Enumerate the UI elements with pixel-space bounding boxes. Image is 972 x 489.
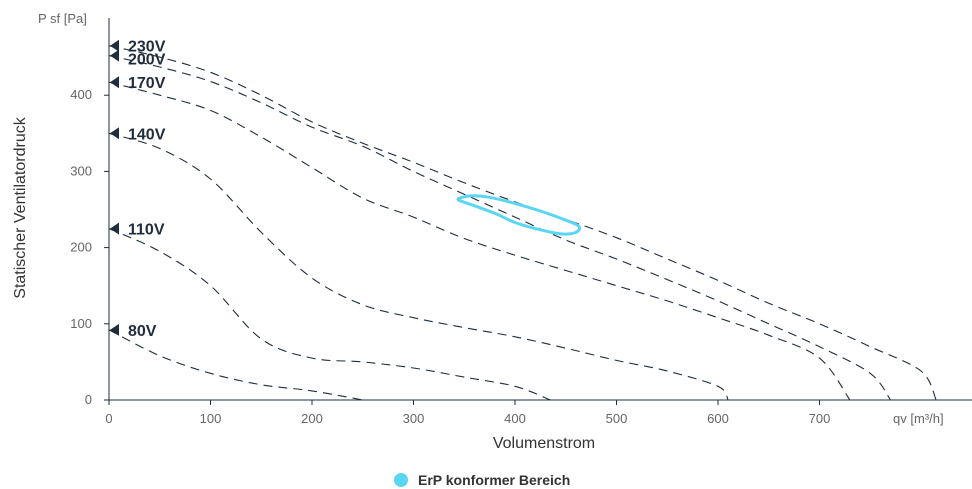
- x-tick-label: 500: [606, 411, 628, 426]
- y-tick-label: 300: [70, 163, 92, 178]
- voltage-label-110v: 110V: [128, 222, 165, 239]
- x-tick-label: 0: [105, 411, 112, 426]
- curve-marker-200v: [110, 49, 119, 62]
- curve-110v: [108, 228, 551, 401]
- x-tick-label: 400: [504, 411, 526, 426]
- y-axis-title: Statischer Ventilatordruck: [12, 116, 29, 298]
- axes-group: [108, 18, 972, 401]
- legend[interactable]: ErP konformer Bereich: [394, 472, 570, 488]
- curve-80v: [108, 329, 363, 401]
- curve-200v: [108, 55, 891, 401]
- legend-erp-label: ErP konformer Bereich: [418, 472, 570, 488]
- x-tick-label: 700: [809, 411, 831, 426]
- x-tick-label: 300: [403, 411, 425, 426]
- curve-marker-170v: [110, 76, 119, 89]
- voltage-label-200v: 200V: [128, 52, 166, 69]
- y-tick-label: 0: [85, 392, 92, 407]
- curve-170v: [108, 81, 851, 401]
- curve-marker-80v: [110, 323, 119, 336]
- x-tick-label: 100: [200, 411, 222, 426]
- y-tick-label: 200: [70, 240, 92, 255]
- x-ticks-group: 0 100 200 300 400 500 600 700: [105, 400, 830, 426]
- curve-140v: [108, 132, 729, 401]
- voltage-label-140v: 140V: [128, 126, 166, 143]
- y-unit-label: P sf [Pa]: [38, 11, 87, 26]
- y-tick-label: 100: [70, 316, 92, 331]
- y-ticks-group: 0 100 200 300 400: [70, 87, 109, 407]
- legend-erp-marker: [394, 473, 408, 487]
- x-unit-label: qv [m³/h]: [893, 411, 944, 426]
- erp-region-outline: [456, 194, 582, 236]
- curve-marker-110v: [110, 222, 119, 235]
- erp-region-group: [456, 194, 582, 236]
- voltage-label-80v: 80V: [128, 323, 157, 340]
- curve-230v: [108, 45, 937, 401]
- x-tick-label: 200: [301, 411, 323, 426]
- curve-marker-140v: [110, 127, 119, 140]
- x-axis-title: Volumenstrom: [493, 435, 595, 452]
- y-tick-label: 400: [70, 87, 92, 102]
- curve-marker-230v: [110, 39, 119, 52]
- curves-group: [108, 45, 937, 401]
- voltage-label-230v: 230V: [128, 39, 166, 56]
- x-tick-label: 600: [707, 411, 729, 426]
- voltage-label-170v: 170V: [128, 75, 166, 92]
